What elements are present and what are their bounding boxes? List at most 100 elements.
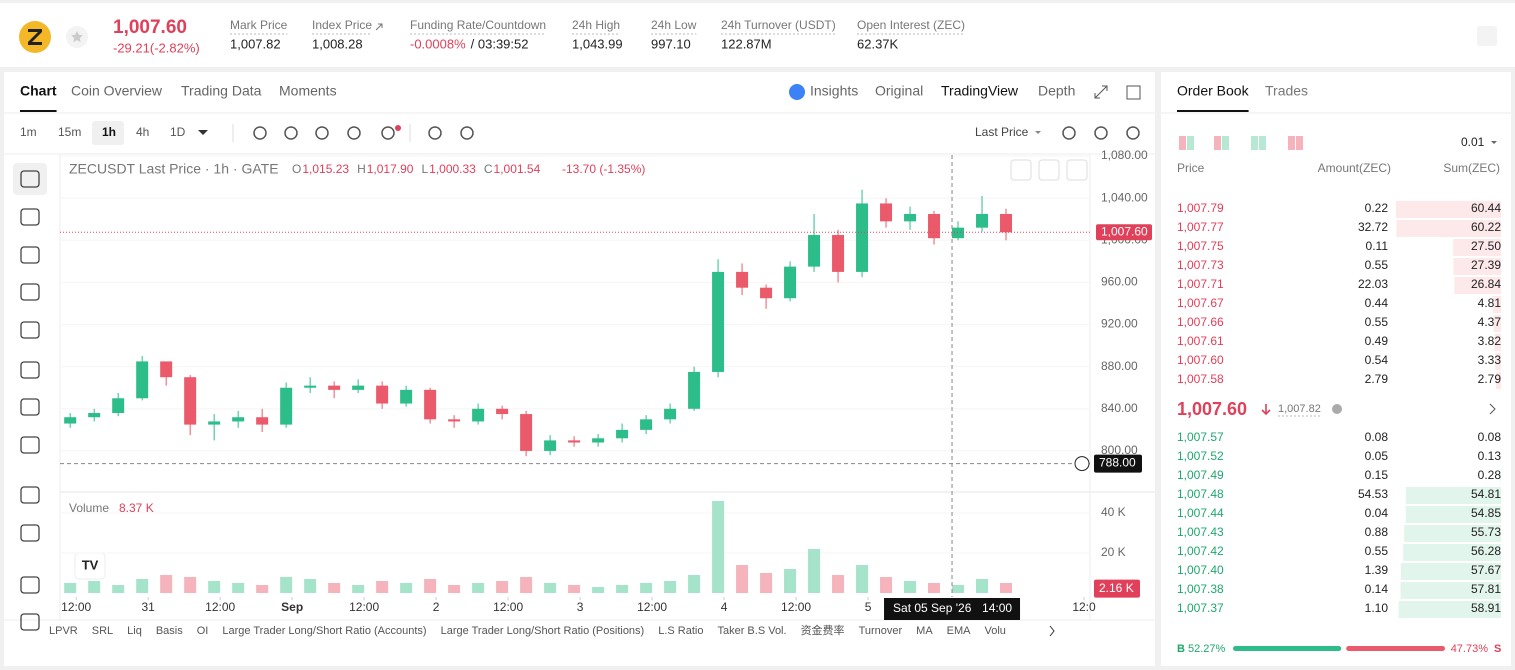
precision[interactable]: 0.01	[1461, 135, 1485, 149]
ob-tab[interactable]: Order Book	[1177, 83, 1250, 99]
ob-price: 1,007.61	[1177, 334, 1224, 348]
candle-body	[448, 419, 461, 422]
ob-view	[1296, 136, 1303, 150]
chart-tab[interactable]: Coin Overview	[71, 83, 163, 99]
ob-price: 1,007.60	[1177, 353, 1224, 367]
indicator[interactable]: EMA	[947, 625, 972, 637]
y-tick-label: 800.00	[1101, 443, 1138, 457]
indicator[interactable]: Turnover	[859, 625, 903, 637]
candle-body	[736, 271, 749, 288]
candle-body	[496, 408, 509, 415]
indicator[interactable]: MA	[916, 625, 933, 637]
stat-value: 1,007.82	[230, 36, 281, 51]
interval[interactable]: 15m	[58, 125, 81, 139]
last-price-label: 1,007.60	[1101, 224, 1148, 238]
price-source[interactable]: Last Price	[975, 125, 1029, 139]
drawing-tool[interactable]	[20, 321, 40, 339]
ob-sum: 26.84	[1471, 277, 1501, 291]
view-tab[interactable]: TradingView	[941, 83, 1019, 99]
ob-amount: 0.05	[1365, 449, 1389, 463]
settings-button[interactable]	[1477, 26, 1497, 46]
toolbar-icon[interactable]	[1094, 126, 1108, 140]
toolbar-icon[interactable]	[253, 126, 267, 140]
volume-bar	[952, 585, 965, 593]
indicator[interactable]: Basis	[156, 625, 183, 637]
ob-view	[1222, 136, 1229, 150]
indicator[interactable]: Large Trader Long/Short Ratio (Positions…	[441, 625, 645, 637]
chart-tab[interactable]: Moments	[279, 83, 337, 99]
interval[interactable]: 4h	[136, 125, 149, 139]
drawing-tool[interactable]	[20, 170, 40, 188]
toolbar-icon[interactable]	[1126, 126, 1140, 140]
legend-button[interactable]	[1010, 159, 1032, 181]
more-icon[interactable]	[1489, 403, 1496, 415]
chart-tab[interactable]: Chart	[20, 83, 57, 99]
indicator[interactable]: SRL	[92, 625, 113, 637]
indicator[interactable]: Volu	[985, 625, 1006, 637]
view-tab[interactable]: Original	[875, 83, 923, 99]
drawing-tool[interactable]	[20, 436, 40, 454]
legend-button[interactable]	[1038, 159, 1060, 181]
candle-body	[184, 377, 197, 425]
indicator[interactable]: 资金费率	[801, 623, 845, 637]
drawing-tool[interactable]	[20, 283, 40, 301]
add-alert[interactable]	[1074, 456, 1090, 472]
ob-price: 1,007.42	[1177, 544, 1224, 558]
ob-view[interactable]	[1179, 136, 1186, 150]
x-tick-label: 12:00	[493, 600, 523, 614]
candle-body	[136, 361, 149, 399]
interval[interactable]: 1h	[102, 125, 116, 139]
volume-bar	[256, 585, 269, 593]
view-tab[interactable]: Depth	[1038, 83, 1075, 99]
toolbar-icon[interactable]	[428, 126, 442, 140]
indicator[interactable]: L.S Ratio	[658, 625, 703, 637]
toolbar-icon[interactable]	[381, 126, 395, 140]
toolbar-icon[interactable]	[460, 126, 474, 140]
ob-view[interactable]	[1288, 136, 1295, 150]
drawing-tool[interactable]	[20, 361, 40, 379]
header-panel	[0, 3, 1515, 67]
indicator[interactable]: OI	[197, 625, 209, 637]
ob-price: 1,007.73	[1177, 258, 1224, 272]
drawing-tool[interactable]	[20, 524, 40, 542]
toolbar-icon[interactable]	[347, 126, 361, 140]
indicator[interactable]: Liq	[127, 625, 142, 637]
chart-tab[interactable]: Trading Data	[181, 83, 262, 99]
ob-view[interactable]	[1214, 136, 1221, 150]
volume-bar	[112, 585, 125, 593]
scroll-right[interactable]	[1049, 625, 1055, 637]
ob-tab[interactable]: Trades	[1265, 83, 1308, 99]
depth-bar	[1494, 334, 1501, 351]
ob-col: Price	[1177, 161, 1205, 175]
indicator[interactable]: Taker B.S Vol.	[717, 625, 786, 637]
indicator-bar: LPVR SRL Liq Basis OI Large Trader Long/Short…	[49, 623, 1006, 637]
drawing-tool[interactable]	[20, 246, 40, 264]
crosshair-x-date: Sat 05 Sep '26	[893, 601, 972, 615]
drawing-tool[interactable]	[20, 576, 40, 594]
drawing-tool[interactable]	[20, 486, 40, 504]
drawing-tool[interactable]	[20, 398, 40, 416]
ob-amount: 22.03	[1358, 277, 1388, 291]
interval[interactable]: 1D	[170, 125, 186, 139]
indicator[interactable]: LPVR	[49, 625, 78, 637]
volume-tag	[1094, 579, 1140, 598]
legend-value: 1,017.90	[367, 162, 414, 176]
legend-button[interactable]	[1066, 159, 1088, 181]
candle-body	[88, 413, 101, 418]
toolbar-icon[interactable]	[1062, 126, 1076, 140]
drawing-tool[interactable]	[20, 613, 40, 631]
toolbar-icon[interactable]	[315, 126, 329, 140]
drawing-tool[interactable]	[20, 208, 40, 226]
candle-body	[232, 417, 245, 422]
ob-amount: 54.53	[1358, 487, 1388, 501]
ob-col: Amount(ZEC)	[1318, 161, 1391, 175]
ob-view[interactable]	[1251, 136, 1258, 150]
view-tab[interactable]: Insights	[810, 83, 858, 99]
volume-bar	[616, 585, 629, 593]
indicator[interactable]: Large Trader Long/Short Ratio (Accounts)	[222, 625, 426, 637]
toolbar-icon[interactable]	[284, 126, 298, 140]
ob-price: 1,007.44	[1177, 506, 1224, 520]
ob-sum: 4.81	[1478, 296, 1502, 310]
x-tick-label: 5	[865, 600, 872, 614]
interval[interactable]: 1m	[20, 125, 37, 139]
